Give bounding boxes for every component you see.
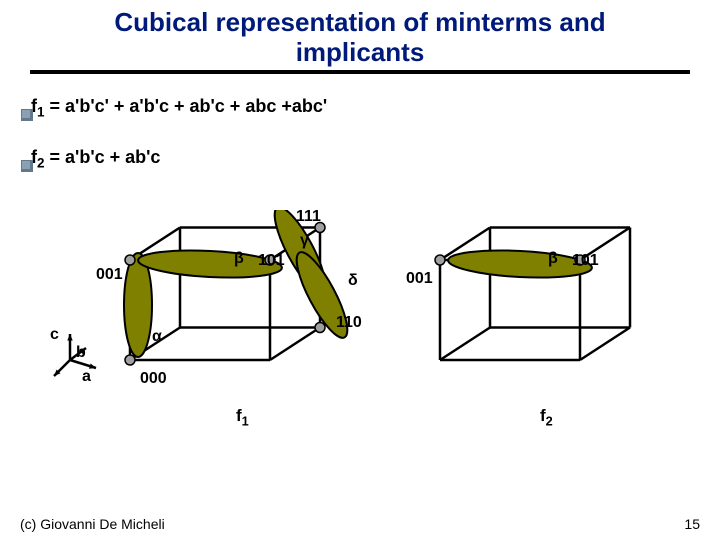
slide-number: 15: [684, 516, 700, 532]
equation-f1: f1 = a'b'c' + a'b'c + ab'c + abc +abc': [0, 86, 720, 120]
caption-f2: f2: [540, 406, 553, 428]
footer-copyright: (c) Giovanni De Micheli: [20, 516, 165, 532]
eq-f1-text: f1 = a'b'c' + a'b'c + ab'c + abc +abc': [31, 96, 327, 116]
label-110: 110: [336, 314, 362, 332]
axis-c: c: [50, 326, 59, 344]
label-beta: β: [234, 250, 244, 268]
title-line1: Cubical representation of minterms and: [114, 7, 605, 37]
axis-a: a: [82, 368, 91, 386]
label-delta: δ: [348, 272, 358, 290]
label-000: 000: [140, 370, 167, 388]
label-001: 001: [96, 266, 123, 284]
label-alpha: α: [152, 328, 162, 346]
label-111: 111: [296, 208, 321, 226]
cubes-svg: [0, 210, 720, 510]
title-line2: implicants: [296, 37, 425, 67]
title-underline: [30, 70, 690, 74]
eq-f2-text: f2 = a'b'c + ab'c: [31, 147, 160, 167]
label-101: 101: [258, 252, 285, 270]
caption-f1: f1: [236, 406, 249, 428]
diagram-area: 111 101 001 110 000 α β γ δ 101 001 β c …: [0, 210, 720, 510]
label-001-2: 001: [406, 270, 433, 288]
label-beta-2: β: [548, 250, 558, 268]
axis-b: b: [76, 344, 86, 362]
label-101-2: 101: [572, 252, 599, 270]
equation-f2: f2 = a'b'c + ab'c: [0, 137, 720, 171]
label-gamma: γ: [300, 232, 309, 250]
slide-title: Cubical representation of minterms and i…: [0, 0, 720, 68]
